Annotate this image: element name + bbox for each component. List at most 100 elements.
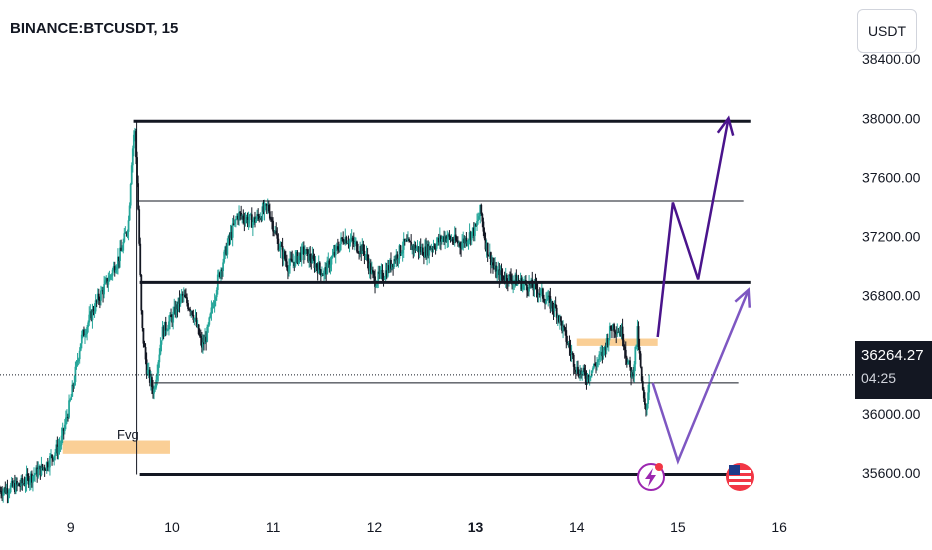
us-flag-event-icon[interactable]	[726, 463, 754, 491]
candle-body	[88, 314, 91, 323]
y-axis[interactable]: 35600.0036000.0036400.0036800.0037200.00…	[862, 51, 921, 481]
candle-body	[475, 224, 477, 226]
candle	[73, 375, 76, 389]
candle-body	[141, 310, 144, 329]
candle-body	[430, 248, 433, 250]
candle-body	[435, 242, 438, 249]
candle	[309, 246, 312, 268]
x-axis[interactable]: 9 10 11 12 13 14 15 16	[67, 519, 787, 535]
candle	[112, 261, 115, 271]
candle	[95, 299, 98, 308]
candle-body	[62, 428, 65, 431]
candle	[562, 320, 564, 339]
candle	[580, 367, 583, 379]
candle-body	[634, 346, 637, 365]
candle	[297, 255, 300, 266]
candle-body	[505, 274, 508, 283]
candle-body	[471, 227, 474, 232]
y-tick-label: 37200.00	[862, 229, 921, 245]
candle	[606, 333, 609, 348]
candle-body	[600, 351, 603, 354]
candle-body	[70, 396, 73, 400]
candle	[118, 256, 120, 269]
candle-body	[57, 446, 60, 454]
candle-body	[496, 271, 499, 278]
candle-body	[642, 389, 645, 399]
candle	[621, 318, 624, 347]
candle-body	[71, 384, 74, 397]
candle	[204, 328, 206, 345]
candle-body	[497, 269, 500, 272]
candle	[177, 297, 180, 313]
candle	[528, 275, 530, 297]
candle-body	[89, 311, 92, 315]
candle	[526, 284, 528, 298]
candle-body	[599, 353, 602, 355]
candle-body	[619, 331, 622, 336]
candle-body	[148, 369, 151, 383]
candle	[322, 273, 324, 276]
candle	[548, 291, 551, 304]
candle	[464, 236, 467, 248]
candle-body	[53, 455, 56, 461]
candle-body	[109, 275, 112, 277]
currency-button[interactable]: USDT	[857, 9, 917, 53]
x-tick-label: 16	[771, 519, 787, 535]
x-tick-label: 10	[164, 519, 180, 535]
candle	[246, 212, 249, 228]
candle	[107, 272, 110, 292]
candle-body	[96, 293, 99, 301]
candle	[144, 343, 147, 365]
candle-body	[149, 377, 152, 383]
candle	[626, 358, 629, 365]
candle	[318, 261, 321, 275]
candle-body	[385, 270, 388, 277]
candle	[96, 288, 99, 304]
candle	[249, 212, 252, 216]
flash-event-icon[interactable]	[637, 463, 665, 491]
candle-body	[10, 480, 13, 486]
candle	[476, 213, 478, 231]
candle-body	[360, 246, 363, 254]
candle-body	[103, 284, 106, 295]
candle-body	[565, 330, 568, 342]
candle-body	[448, 234, 451, 237]
candle	[641, 376, 644, 391]
candle	[579, 365, 581, 381]
candle	[639, 351, 642, 369]
candle	[501, 268, 504, 283]
candle-body	[348, 240, 351, 244]
candle	[66, 409, 68, 424]
candle-body	[463, 238, 466, 244]
candle	[72, 383, 75, 392]
candle-body	[605, 338, 608, 351]
candle	[67, 413, 69, 422]
candle	[423, 251, 425, 265]
candle	[615, 326, 618, 344]
candle	[550, 298, 553, 312]
candle-body	[309, 253, 312, 261]
candle-body	[68, 400, 70, 418]
candle-body	[454, 234, 457, 241]
event-icons[interactable]	[637, 463, 754, 491]
candle-body	[483, 231, 486, 239]
candle	[402, 232, 405, 259]
candle-body	[441, 239, 443, 242]
candle-body	[155, 379, 158, 388]
candle-body	[111, 269, 114, 276]
candle	[229, 224, 232, 245]
candle-body	[346, 243, 349, 245]
candle	[474, 222, 476, 242]
candle-body	[273, 231, 276, 233]
candle-body	[368, 263, 371, 271]
candle	[622, 333, 625, 351]
candle-body	[403, 238, 406, 242]
candle-body	[552, 308, 555, 312]
candle	[387, 260, 390, 274]
candle	[319, 268, 322, 283]
candle-body	[311, 255, 314, 263]
candle-body	[101, 290, 103, 292]
candle-body	[213, 300, 216, 307]
candle-body	[361, 244, 364, 254]
